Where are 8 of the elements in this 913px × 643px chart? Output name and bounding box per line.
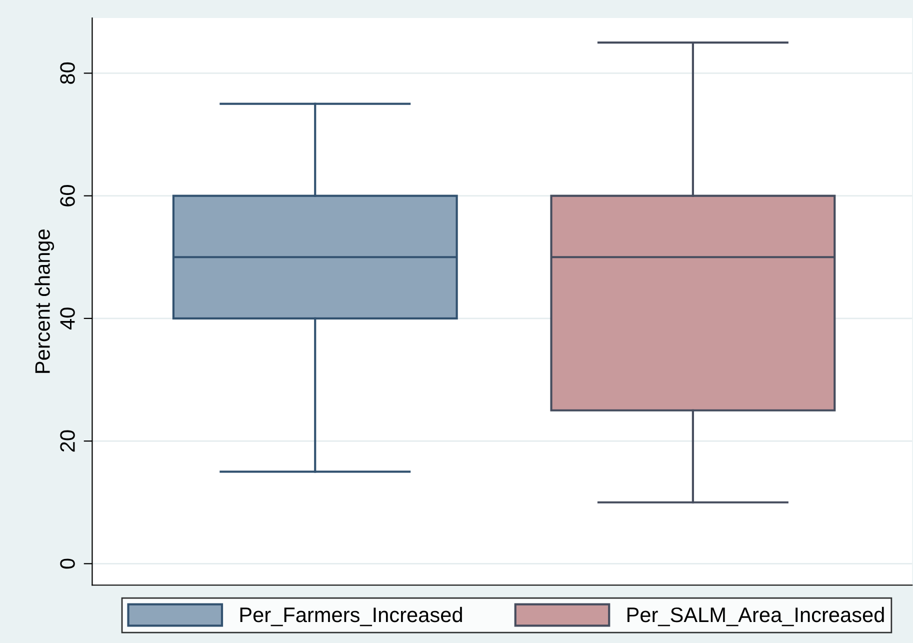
legend-label: Per_Farmers_Increased bbox=[240, 606, 462, 626]
y-axis-title: Percent change bbox=[34, 230, 54, 373]
y-tick-label: 80 bbox=[60, 62, 75, 84]
y-tick-label: 20 bbox=[60, 430, 75, 452]
y-tick-label: 0 bbox=[60, 558, 75, 569]
y-tick-label: 40 bbox=[60, 308, 75, 330]
legend-label: Per_SALM_Area_Increased bbox=[627, 606, 884, 626]
y-tick-label: 60 bbox=[60, 185, 75, 206]
